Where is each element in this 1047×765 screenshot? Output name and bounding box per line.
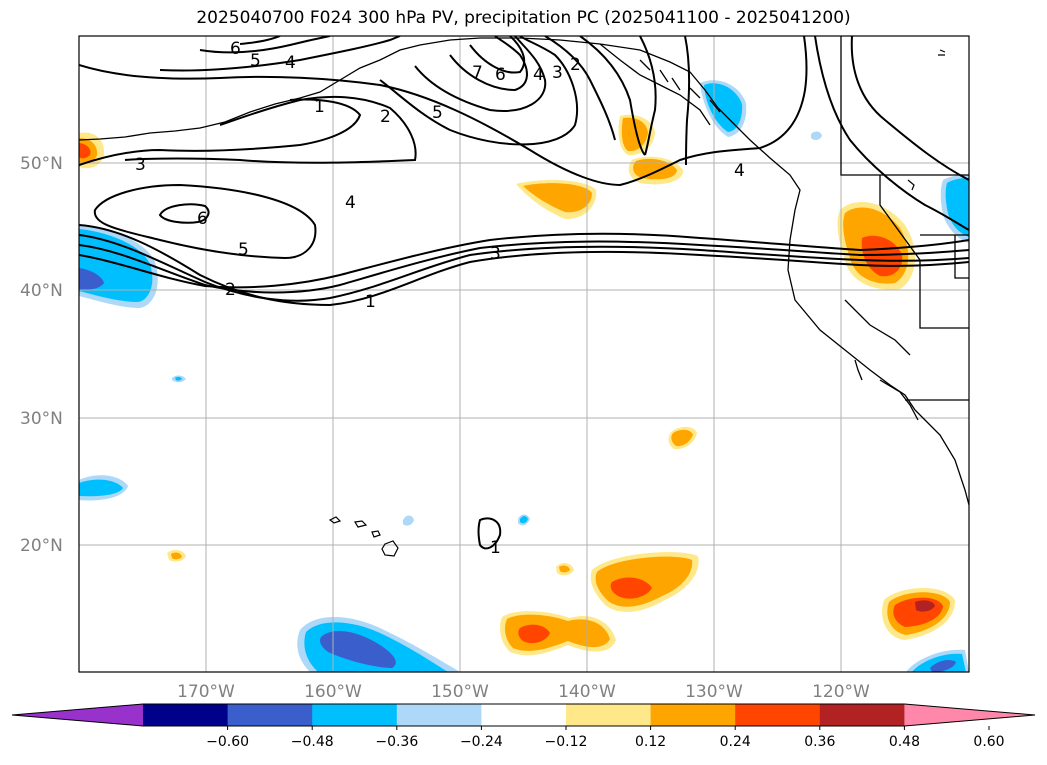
pv-contours: [79, 36, 969, 550]
svg-text:1: 1: [314, 97, 325, 117]
colorbar-tick-label: 0.12: [635, 734, 666, 750]
svg-text:4: 4: [285, 53, 296, 73]
precip-negative-regions: [79, 80, 969, 672]
svg-text:2: 2: [380, 107, 391, 127]
svg-text:2: 2: [570, 55, 581, 75]
colorbar-bin: [312, 704, 398, 726]
lon-label: 150°W: [431, 682, 489, 702]
lat-label: 30°N: [20, 409, 63, 429]
colorbar-bin: [650, 704, 736, 726]
svg-text:6: 6: [495, 65, 506, 85]
lon-label: 140°W: [558, 682, 616, 702]
longitude-labels: 170°W 160°W 150°W 140°W 130°W 120°W: [177, 682, 870, 702]
map-frame: [78, 35, 970, 673]
colorbar-tick-label: −0.12: [545, 734, 588, 750]
svg-text:4: 4: [533, 65, 544, 85]
colorbar-bin: [566, 704, 652, 726]
lat-label: 20°N: [20, 536, 63, 556]
svg-text:5: 5: [432, 103, 443, 123]
colorbar-outline: [11, 703, 1036, 727]
colorbar-tick-label: −0.36: [375, 734, 418, 750]
colorbar-tick-label: 0.60: [973, 734, 1004, 750]
colorbar-bin: [396, 704, 482, 726]
colorbar-bin: [481, 704, 567, 726]
latitude-labels: 50°N 40°N 30°N 20°N: [20, 154, 63, 556]
colorbar-tick-label: 0.36: [804, 734, 835, 750]
svg-text:3: 3: [135, 155, 146, 175]
svg-text:5: 5: [250, 51, 261, 71]
contour-labels: 6 5 4 1 2 5 7 6 4 3 2 3 6 4 5 3 2 1 4 1: [135, 39, 745, 558]
lon-label: 170°W: [177, 682, 235, 702]
coastlines: [79, 36, 969, 506]
colorbar-tick-label: −0.48: [291, 734, 334, 750]
islands: [328, 49, 946, 557]
colorbar-bin: [143, 704, 229, 726]
svg-text:4: 4: [734, 161, 745, 181]
colorbar-tick-label: 0.24: [720, 734, 751, 750]
colorbar-bin: [735, 704, 821, 726]
lon-label: 120°W: [812, 682, 870, 702]
figure-title: 2025040700 F024 300 hPa PV, precipitatio…: [196, 8, 851, 28]
lat-label: 50°N: [20, 154, 63, 174]
svg-text:5: 5: [238, 240, 249, 260]
svg-text:3: 3: [490, 244, 501, 264]
svg-text:3: 3: [552, 63, 563, 83]
lon-label: 130°W: [685, 682, 743, 702]
precip-positive-regions: [79, 114, 956, 656]
svg-text:4: 4: [345, 193, 356, 213]
graticule: [79, 36, 969, 672]
svg-text:6: 6: [230, 39, 241, 59]
colorbar-tick-label: −0.24: [460, 734, 503, 750]
lon-label: 160°W: [304, 682, 362, 702]
colorbar-extend-high: [904, 704, 1035, 726]
svg-text:6: 6: [197, 209, 208, 229]
svg-text:7: 7: [472, 63, 483, 83]
colorbar-bin: [819, 704, 905, 726]
colorbar-extend-low: [12, 704, 143, 726]
colorbar-tick-label: −0.60: [206, 734, 249, 750]
svg-text:1: 1: [365, 292, 376, 312]
svg-text:1: 1: [490, 538, 501, 558]
colorbar-bin: [227, 704, 313, 726]
svg-text:2: 2: [225, 280, 236, 300]
colorbar: −0.60 −0.48 −0.36 −0.24 −0.12 0.12 0.24 0.36 0.4…: [11, 703, 1036, 750]
lat-label: 40°N: [20, 281, 63, 301]
colorbar-tick-label: 0.48: [889, 734, 920, 750]
